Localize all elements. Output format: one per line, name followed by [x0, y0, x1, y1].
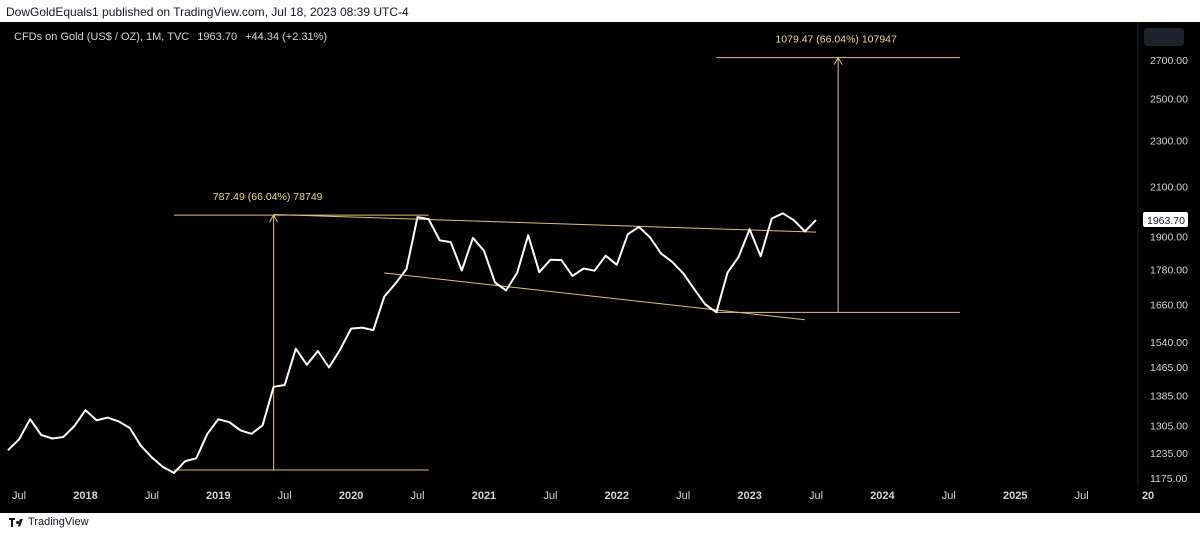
- x-tick-label: Jul: [12, 490, 26, 502]
- tradingview-logo-icon: [9, 517, 23, 527]
- y-tick-label: 1900.00: [1150, 232, 1188, 244]
- x-tick-label: 2024: [870, 490, 895, 502]
- y-tick-label: 2100.00: [1150, 181, 1188, 193]
- x-tick-label: Jul: [942, 490, 956, 502]
- y-tick-label: 1385.00: [1150, 390, 1188, 402]
- y-tick-label: 1305.00: [1150, 420, 1188, 432]
- measure-label: 787.49 (66.04%) 78749: [213, 191, 323, 203]
- x-tick-label: Jul: [145, 490, 159, 502]
- y-tick-label: 1465.00: [1150, 362, 1188, 374]
- x-tick-label: Jul: [676, 490, 690, 502]
- y-tick-label: 2500.00: [1150, 94, 1188, 106]
- y-tick-label: 1540.00: [1150, 337, 1188, 349]
- y-tick-label: 1660.00: [1150, 299, 1188, 311]
- current-price-label: 1963.70: [1147, 215, 1185, 227]
- measure-arrow-head: [833, 56, 843, 65]
- price-scale-button[interactable]: [1144, 28, 1184, 46]
- x-tick-label: 2021: [472, 490, 496, 502]
- chart-panel[interactable]: 1175.00 1235.00 1305.00 1385.00 1465.00 1540.…: [0, 22, 1200, 513]
- x-tick-label: 20: [1142, 490, 1154, 502]
- x-tick-label: Jul: [809, 490, 823, 502]
- measure-label: 1079.47 (66.04%) 107947: [775, 34, 897, 46]
- tradingview-footer[interactable]: TradingView: [9, 516, 89, 528]
- y-tick-label: 2700.00: [1150, 55, 1188, 67]
- x-tick-label: Jul: [543, 490, 557, 502]
- x-tick-label: Jul: [1075, 490, 1089, 502]
- y-tick-label: 1235.00: [1150, 448, 1188, 460]
- chart-legend: CFDs on Gold (US$ / OZ), 1M, TVC 1963.70…: [14, 31, 332, 43]
- x-tick-label: Jul: [411, 490, 425, 502]
- price-series-line: [7, 212, 817, 474]
- y-tick-label: 2300.00: [1150, 136, 1188, 148]
- x-tick-label: 2020: [339, 490, 363, 502]
- legend-change: +44.34 (+2.31%): [245, 31, 328, 43]
- symbol-label: CFDs on Gold (US$ / OZ), 1M, TVC: [14, 31, 190, 43]
- x-tick-label: 2019: [206, 490, 230, 502]
- current-price-tag: [1143, 211, 1188, 227]
- x-tick-label: 2022: [605, 490, 629, 502]
- x-tick-label: 2025: [1003, 490, 1027, 502]
- legend-price: 1963.70: [197, 31, 238, 43]
- measure-arrow-head: [269, 214, 279, 223]
- tradingview-brand: TradingView: [28, 516, 89, 528]
- x-tick-label: 2018: [73, 490, 97, 502]
- y-tick-label: 1780.00: [1150, 264, 1188, 276]
- publication-header: DowGoldEquals1 published on TradingView.…: [6, 5, 409, 19]
- x-tick-label: Jul: [278, 490, 292, 502]
- y-tick-label: 1175.00: [1150, 473, 1187, 485]
- gold-price-chart[interactable]: 1175.00 1235.00 1305.00 1385.00 1465.00 1540.…: [0, 22, 1200, 513]
- trend-line: [273, 214, 817, 233]
- x-tick-label: 2023: [737, 490, 761, 502]
